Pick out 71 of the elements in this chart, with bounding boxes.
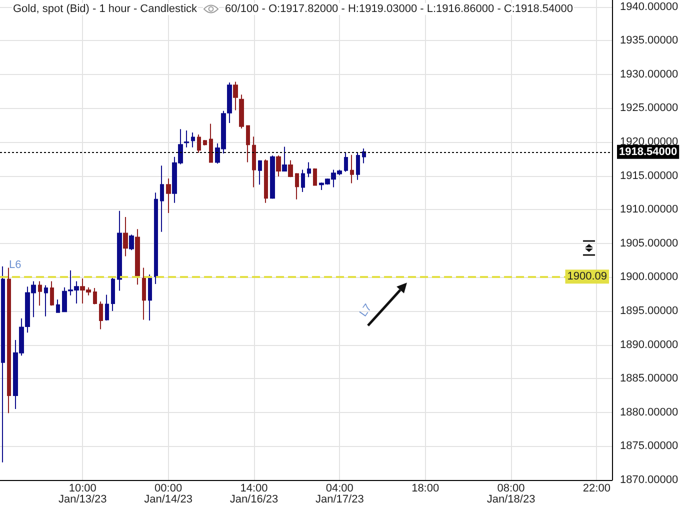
- candlestick: [160, 165, 164, 232]
- candlestick: [93, 288, 97, 305]
- candlestick: [295, 172, 299, 200]
- x-tick-label: 08:00 Jan/18/23: [486, 482, 536, 505]
- candlestick: [1, 266, 5, 463]
- candlestick: [246, 125, 250, 163]
- y-tick-label: 1875.00000: [620, 440, 678, 452]
- candlestick: [135, 228, 140, 286]
- candlestick: [111, 276, 115, 312]
- x-tick-label: 14:00 Jan/16/23: [230, 482, 278, 505]
- y-tick-label: 1930.00000: [620, 68, 678, 80]
- candlestick: [288, 160, 293, 178]
- candlestick: [105, 294, 109, 321]
- candlestick: [154, 192, 158, 284]
- ref-line-label: 1900.09: [567, 270, 607, 283]
- chart-subtitle: 60/100 - O:1917.82000 - H:1919.03000 - L:1916.86000 - C:1918.54000: [224, 3, 574, 15]
- candlestick: [264, 159, 268, 204]
- candlestick: [197, 134, 201, 154]
- candlestick: [313, 168, 317, 186]
- candlestick: [307, 162, 311, 178]
- y-tick-label: 1920.00000: [620, 136, 678, 148]
- candlestick: [362, 148, 366, 164]
- candlestick: [38, 280, 42, 306]
- candlestick: [123, 216, 128, 257]
- y-tick-label: 1880.00000: [620, 406, 678, 418]
- candlestick: [282, 146, 287, 172]
- candlestick: [276, 154, 281, 177]
- candlestick: [252, 136, 256, 188]
- y-tick-label: 1935.00000: [620, 34, 678, 47]
- candlestick: [99, 301, 103, 330]
- candlestick: [191, 132, 195, 148]
- y-tick-label: 1895.00000: [620, 304, 678, 317]
- candlestick: [258, 160, 262, 186]
- candlestick: [56, 298, 60, 313]
- y-tick-label: 1925.00000: [620, 102, 678, 114]
- annotation: L7: [358, 302, 374, 320]
- x-tick-label: 04:00 Jan/17/23: [315, 482, 364, 505]
- candlestick: [44, 284, 48, 317]
- x-tick-label: 10:00 Jan/13/23: [58, 482, 107, 505]
- y-tick-label: 1890.00000: [620, 338, 678, 351]
- candlestick: [209, 123, 213, 163]
- candlestick: [62, 286, 67, 312]
- candlestick: [117, 210, 122, 292]
- candlestick: [166, 178, 171, 214]
- y-tick-label: 1940.00000: [620, 0, 678, 13]
- x-tick-label: 00:00 Jan/14/23: [144, 482, 192, 505]
- candlestick: [148, 274, 152, 321]
- candlestick: [301, 169, 305, 192]
- candlestick: [344, 152, 348, 172]
- candlestick: [7, 267, 11, 414]
- chart-title: Gold, spot (Bid) - 1 hour - Candlestick: [12, 3, 198, 15]
- candlestick: [356, 152, 360, 180]
- x-tick-label: 18:00: [412, 482, 440, 494]
- candlestick: [129, 234, 134, 251]
- y-tick-label: 1910.00000: [620, 204, 678, 216]
- candlestick: [239, 94, 244, 129]
- candlestick: [203, 139, 207, 146]
- x-tick-label: 22:00: [582, 482, 610, 494]
- y-tick-label: 1915.00000: [620, 170, 678, 182]
- candlestick: [184, 130, 189, 148]
- candlestick: [233, 81, 238, 111]
- annotation: L6: [9, 259, 22, 272]
- y-tick-label: 1905.00000: [620, 237, 678, 250]
- y-tick-label: 1900.00000: [620, 271, 678, 284]
- candlestick: [350, 154, 354, 184]
- ref-line-label: 1918.54000: [619, 146, 678, 158]
- candlestick: [142, 267, 146, 320]
- y-tick-label: 1885.00000: [620, 372, 678, 385]
- y-tick-label: 1870.00000: [620, 474, 678, 486]
- candlestick: [270, 154, 275, 200]
- candlestick: [50, 280, 54, 306]
